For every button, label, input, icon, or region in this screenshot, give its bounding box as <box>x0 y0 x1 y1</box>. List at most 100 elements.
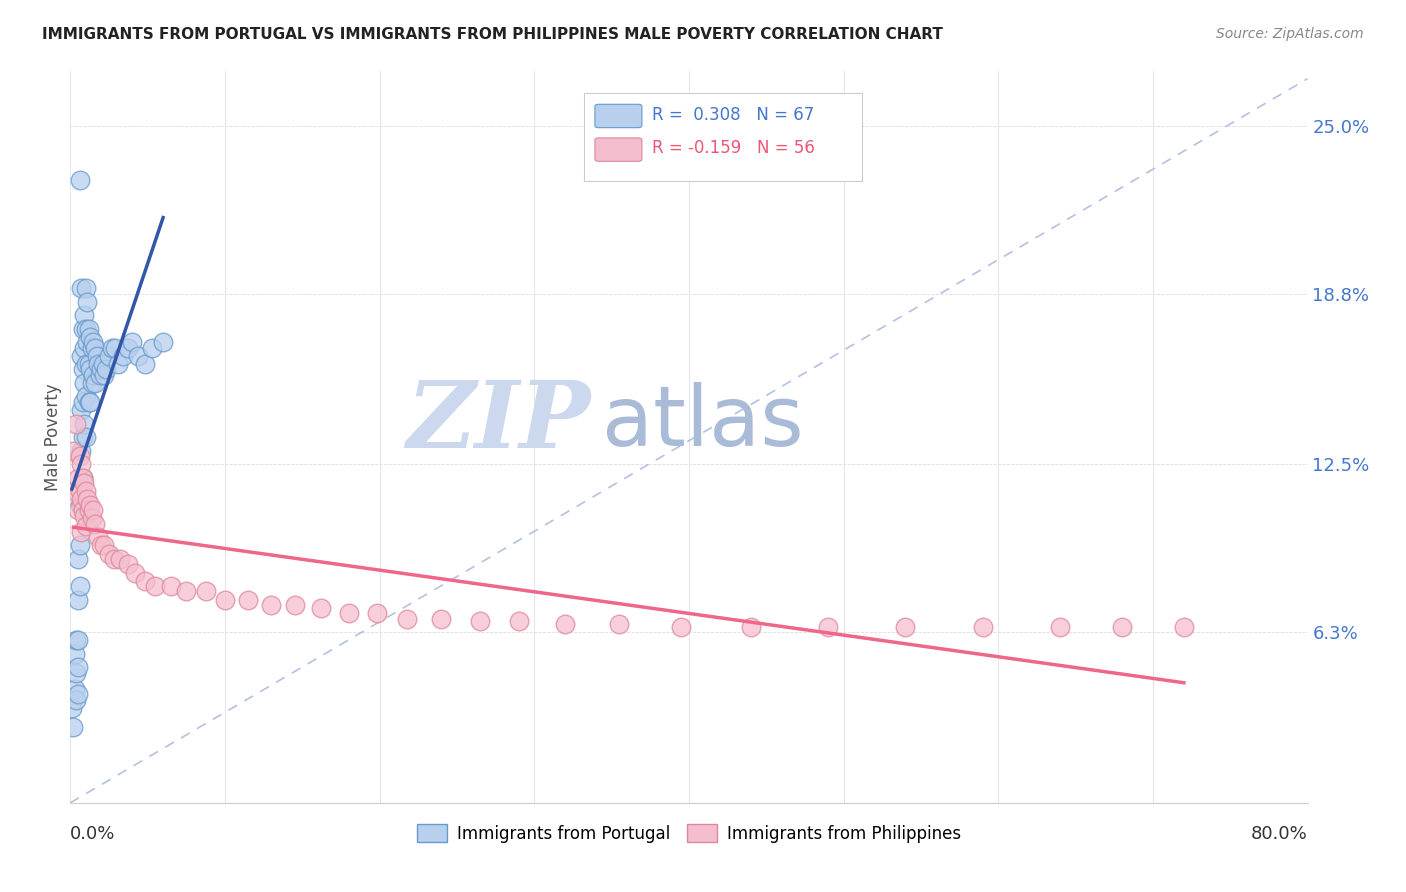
Point <box>67 471 90 485</box>
Point <box>65 633 87 648</box>
Point <box>63 484 86 499</box>
Point <box>70 492 93 507</box>
FancyBboxPatch shape <box>583 94 862 181</box>
Text: IMMIGRANTS FROM PORTUGAL VS IMMIGRANTS FROM PHILIPPINES MALE POVERTY CORRELATION: IMMIGRANTS FROM PORTUGAL VS IMMIGRANTS F… <box>42 27 943 42</box>
Point <box>84 376 107 390</box>
Point <box>671 620 693 634</box>
Point <box>69 449 91 463</box>
Point <box>1049 620 1071 634</box>
Point <box>86 349 108 363</box>
Point <box>470 615 492 629</box>
Point <box>1111 620 1133 634</box>
Point <box>73 376 96 390</box>
Point <box>84 516 107 531</box>
Point <box>75 484 97 499</box>
Point <box>72 430 94 444</box>
Point <box>72 322 94 336</box>
Point <box>73 417 96 431</box>
Point <box>91 357 114 371</box>
Point <box>70 403 93 417</box>
Point <box>104 341 127 355</box>
Point <box>75 281 97 295</box>
Point <box>195 584 218 599</box>
Point <box>396 611 419 625</box>
FancyBboxPatch shape <box>595 104 643 128</box>
Point <box>98 547 120 561</box>
Point <box>90 538 112 552</box>
Point <box>65 665 87 680</box>
Point <box>67 633 90 648</box>
Point <box>90 362 112 376</box>
Point <box>65 417 87 431</box>
Text: Source: ZipAtlas.com: Source: ZipAtlas.com <box>1216 27 1364 41</box>
Point <box>309 600 332 615</box>
Point <box>73 308 96 322</box>
Point <box>79 362 101 376</box>
Point <box>75 322 97 336</box>
Point <box>366 606 388 620</box>
Point <box>70 281 93 295</box>
Point <box>65 693 87 707</box>
Point <box>72 471 94 485</box>
Point <box>740 620 762 634</box>
Point <box>1173 620 1195 634</box>
Point <box>67 660 90 674</box>
Point <box>79 395 101 409</box>
Point <box>134 574 156 588</box>
Point <box>67 552 90 566</box>
Point <box>60 701 83 715</box>
Point <box>508 615 530 629</box>
Point <box>93 538 115 552</box>
Point <box>124 566 146 580</box>
Point <box>80 511 103 525</box>
Point <box>238 592 260 607</box>
Point <box>82 335 105 350</box>
Point <box>76 492 98 507</box>
Point <box>73 508 96 523</box>
Point <box>75 519 97 533</box>
Point <box>817 620 839 634</box>
Point <box>75 389 97 403</box>
Point <box>76 294 98 309</box>
Text: 80.0%: 80.0% <box>1251 825 1308 843</box>
Point <box>107 357 129 371</box>
Point <box>77 503 100 517</box>
Point <box>72 395 94 409</box>
Y-axis label: Male Poverty: Male Poverty <box>44 384 62 491</box>
Point <box>62 443 84 458</box>
Point <box>87 357 110 371</box>
Point <box>260 598 283 612</box>
Point <box>284 598 307 612</box>
Point <box>430 611 453 625</box>
Point <box>121 335 143 350</box>
Text: ZIP: ZIP <box>406 377 591 467</box>
Point <box>214 592 236 607</box>
Point <box>69 538 91 552</box>
Point <box>554 617 576 632</box>
Point <box>134 357 156 371</box>
Point <box>79 498 101 512</box>
Point <box>894 620 917 634</box>
Text: R = -0.159   N = 56: R = -0.159 N = 56 <box>652 139 814 157</box>
Point <box>101 341 124 355</box>
Point <box>69 579 91 593</box>
Point <box>77 395 100 409</box>
Point <box>69 172 91 186</box>
Point <box>73 341 96 355</box>
Point <box>160 579 183 593</box>
Point <box>84 341 107 355</box>
Point <box>111 349 134 363</box>
Point <box>69 484 91 499</box>
Point <box>103 552 125 566</box>
FancyBboxPatch shape <box>595 138 643 161</box>
Point <box>141 341 163 355</box>
Point <box>70 524 93 539</box>
Point <box>69 498 91 512</box>
Text: R =  0.308   N = 67: R = 0.308 N = 67 <box>652 106 814 124</box>
Point <box>72 362 94 376</box>
Point <box>117 341 139 355</box>
Point <box>76 335 98 350</box>
Point <box>89 368 111 382</box>
Point <box>972 620 994 634</box>
Point <box>63 681 86 696</box>
